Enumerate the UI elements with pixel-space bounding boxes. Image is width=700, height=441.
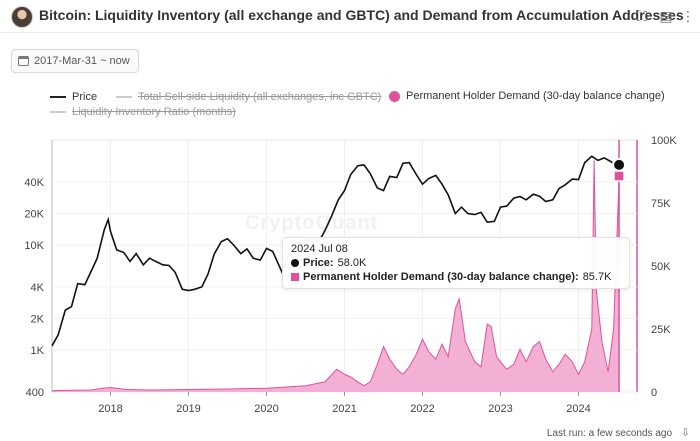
x-tick-label: 2019 [176, 403, 200, 415]
x-axis-ticks: 2018 2019 2020 2021 2022 2023 2024 [98, 392, 591, 415]
right-tick-label: 25K [651, 324, 671, 336]
left-tick-label: 10K [24, 240, 44, 252]
legend-item-demand[interactable]: Permanent Holder Demand (30-day balance … [389, 90, 665, 102]
x-tick-label: 2023 [488, 403, 512, 415]
left-tick-label: 20K [24, 208, 44, 220]
x-tick-label: 2020 [254, 403, 278, 415]
sell-side-line-swatch [116, 96, 132, 98]
panel-icon[interactable]: ▤ [659, 8, 673, 24]
legend-ratio-label: Liquidity Inventory Ratio (months) [72, 106, 236, 118]
left-tick-label: 400 [26, 387, 44, 399]
tooltip-price-row: Price: 58.0K [291, 257, 621, 269]
left-tick-label: 40K [24, 177, 44, 189]
price-line-swatch [50, 96, 66, 98]
tooltip-demand-label: Permanent Holder Demand (30-day balance … [303, 271, 579, 283]
price-line [51, 155, 620, 347]
legend-item-sell-side[interactable]: Total Sell-side Liquidity (all exchanges… [116, 91, 381, 103]
right-tick-label: 50K [651, 261, 671, 273]
left-tick-label: 2K [31, 314, 45, 326]
ratio-line-swatch [50, 111, 66, 113]
right-axis-ticks: 0 25K 50K 75K 100K [651, 135, 677, 399]
author-avatar[interactable] [11, 6, 33, 28]
left-tick-label: 1K [31, 345, 45, 357]
tooltip-demand-row: Permanent Holder Demand (30-day balance … [291, 271, 621, 283]
x-tick-label: 2018 [98, 403, 122, 415]
expand-icon[interactable]: ⛶ [637, 8, 647, 24]
date-range-selector[interactable]: 2017-Mar-31 ~ now [11, 49, 139, 73]
tooltip-demand-marker [291, 273, 299, 281]
legend-demand-label: Permanent Holder Demand (30-day balance … [406, 90, 665, 102]
right-tick-label: 100K [651, 135, 677, 147]
tooltip-demand-value: 85.7K [582, 271, 612, 283]
date-range-text: 2017-Mar-31 ~ now [34, 55, 130, 67]
x-tick-label: 2022 [410, 403, 434, 415]
legend-sell-side-label: Total Sell-side Liquidity (all exchanges… [138, 91, 382, 103]
left-tick-label: 4K [31, 282, 45, 294]
tooltip-price-marker [291, 259, 299, 267]
chart-tooltip: 2024 Jul 08 Price: 58.0K Permanent Holde… [282, 237, 630, 289]
x-tick-label: 2024 [566, 403, 590, 415]
legend-item-ratio[interactable]: Liquidity Inventory Ratio (months) [50, 106, 236, 118]
chart-title: Bitcoin: Liquidity Inventory (all exchan… [39, 7, 684, 23]
right-tick-label: 75K [651, 198, 671, 210]
tooltip-price-value: 58.0K [337, 257, 367, 269]
chart-header: Bitcoin: Liquidity Inventory (all exchan… [0, 0, 700, 33]
left-axis-ticks: 400 1K 2K 4K 10K 20K 40K [24, 177, 44, 399]
tooltip-date: 2024 Jul 08 [291, 243, 348, 255]
x-tick-label: 2021 [332, 403, 356, 415]
demand-line [51, 160, 620, 392]
download-icon[interactable]: ⇩ [680, 427, 690, 439]
demand-area [52, 160, 620, 392]
right-tick-label: 0 [651, 387, 657, 399]
more-options-icon[interactable]: ⋮ [681, 8, 695, 24]
legend-item-price[interactable]: Price [50, 91, 97, 103]
calendar-icon [18, 56, 29, 66]
last-run-text: Last run: a few seconds ago [546, 428, 672, 439]
demand-dot-swatch [389, 90, 400, 102]
price-marker [612, 157, 627, 172]
tooltip-price-label: Price: [303, 257, 334, 269]
legend-price-label: Price [72, 91, 98, 103]
demand-marker [613, 170, 625, 182]
